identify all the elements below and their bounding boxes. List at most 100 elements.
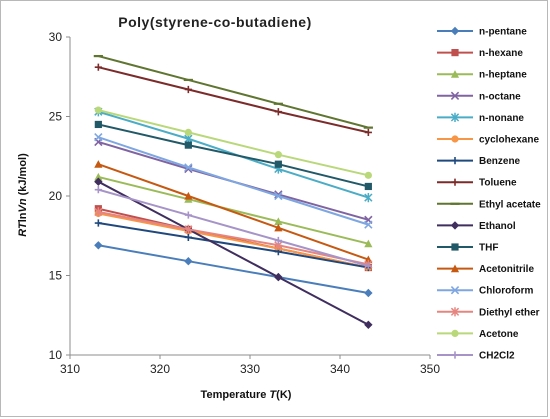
legend-label: n-hexane xyxy=(479,48,523,59)
data-point xyxy=(94,241,103,250)
legend-swatch-marker xyxy=(451,157,459,165)
legend-label: CH2Cl2 xyxy=(479,351,515,362)
series-line xyxy=(98,163,369,261)
legend-item: Chloroform xyxy=(437,286,534,297)
series-line xyxy=(98,66,369,134)
series-line xyxy=(97,180,369,326)
data-point xyxy=(184,256,193,266)
data-point xyxy=(364,288,373,298)
series-toluene xyxy=(94,63,372,136)
legend-label: Ethyl acetate xyxy=(479,199,541,210)
data-point xyxy=(94,186,102,194)
data-point xyxy=(364,182,372,191)
series-ch2cl2 xyxy=(94,186,372,270)
x-tick-label: 310 xyxy=(60,362,80,376)
legend-label: Chloroform xyxy=(479,286,534,297)
data-point xyxy=(274,223,283,232)
data-point xyxy=(364,171,372,179)
legend-label: Acetonitrile xyxy=(479,264,534,275)
data-point xyxy=(184,233,192,241)
data-point xyxy=(274,217,283,226)
legend-label: Benzene xyxy=(479,156,521,167)
legend-swatch-marker xyxy=(450,286,460,295)
legend-label: Toluene xyxy=(479,178,517,189)
data-point xyxy=(184,224,193,234)
legend-label: Diethyl ether xyxy=(479,307,540,318)
legend-item: Toluene xyxy=(437,178,517,189)
legend-swatch-marker xyxy=(451,329,459,337)
legend-label: n-nonane xyxy=(479,113,524,124)
data-point xyxy=(184,85,192,94)
legend-item: n-pentane xyxy=(437,27,527,38)
series-line xyxy=(98,188,369,267)
legend-label: Ethanol xyxy=(479,221,516,232)
series-acetone xyxy=(94,106,372,179)
legend-swatch-marker xyxy=(451,49,459,57)
legend-item: CH2Cl2 xyxy=(437,351,515,362)
data-point xyxy=(274,236,282,245)
legend-swatch-marker xyxy=(451,243,459,251)
data-point xyxy=(274,272,283,282)
legend-swatch-marker xyxy=(451,135,459,143)
legend: n-pentane n-hexane n-heptane n-octane n-nona… xyxy=(437,27,541,362)
legend-item: Ethanol xyxy=(437,221,516,232)
series-thf xyxy=(94,120,372,191)
legend-item: Diethyl ether xyxy=(437,307,540,318)
series-line xyxy=(98,123,369,188)
legend-item: Benzene xyxy=(437,156,521,167)
series-line xyxy=(98,244,369,294)
data-point xyxy=(364,239,373,248)
y-tick-label: 30 xyxy=(49,30,63,44)
x-tick-label: 350 xyxy=(420,362,440,376)
legend-swatch-marker xyxy=(450,221,460,230)
data-point xyxy=(94,177,103,186)
series-ethyl-acetate xyxy=(93,54,373,129)
series-line xyxy=(98,212,369,269)
data-point xyxy=(364,220,373,229)
chart-title: Poly(styrene-co-butadiene) xyxy=(118,14,311,30)
data-point xyxy=(364,128,372,136)
legend-label: n-heptane xyxy=(479,70,527,81)
series-chloroform xyxy=(94,133,373,229)
legend-item: n-nonane xyxy=(437,112,524,124)
legend-label: THF xyxy=(479,243,498,254)
x-axis-title: Temperature T(K) xyxy=(201,389,292,401)
series-line xyxy=(98,109,369,177)
data-point xyxy=(364,320,373,329)
legend-item: n-octane xyxy=(437,91,521,102)
data-point xyxy=(184,163,193,172)
legend-item: THF xyxy=(437,243,498,254)
y-tick-label: 10 xyxy=(49,348,63,362)
series-n-pentane xyxy=(94,241,373,298)
legend-swatch-marker xyxy=(450,112,460,122)
legend-label: n-octane xyxy=(479,91,521,102)
data-point xyxy=(184,141,192,149)
legend-swatch-marker xyxy=(451,351,459,359)
data-point xyxy=(94,106,102,114)
y-tick-label: 20 xyxy=(49,189,63,203)
data-point xyxy=(94,120,102,129)
data-point xyxy=(364,262,372,270)
legend-item: Acetone xyxy=(437,329,519,340)
x-tick-label: 320 xyxy=(150,362,170,376)
legend-label: n-pentane xyxy=(479,27,527,38)
series-line xyxy=(98,222,369,269)
legend-swatch-marker xyxy=(451,178,459,186)
legend-item: n-hexane xyxy=(437,48,523,59)
data-point xyxy=(94,133,103,142)
y-axis-title: RTlnVn (kJ/mol) xyxy=(17,153,29,237)
data-point xyxy=(94,172,103,181)
legend-item: cyclohexane xyxy=(437,135,539,146)
legend-swatch-marker xyxy=(450,91,460,100)
data-point xyxy=(184,128,192,136)
legend-item: n-heptane xyxy=(437,70,527,81)
data-point xyxy=(274,151,282,159)
legend-swatch-marker xyxy=(450,70,460,78)
axes: 310 320 330 340 350 10 15 20 25 30 xyxy=(49,30,441,376)
legend-label: cyclohexane xyxy=(479,135,539,146)
data-point xyxy=(94,219,102,227)
x-tick-label: 330 xyxy=(240,362,260,376)
x-tick-label: 340 xyxy=(330,362,350,376)
